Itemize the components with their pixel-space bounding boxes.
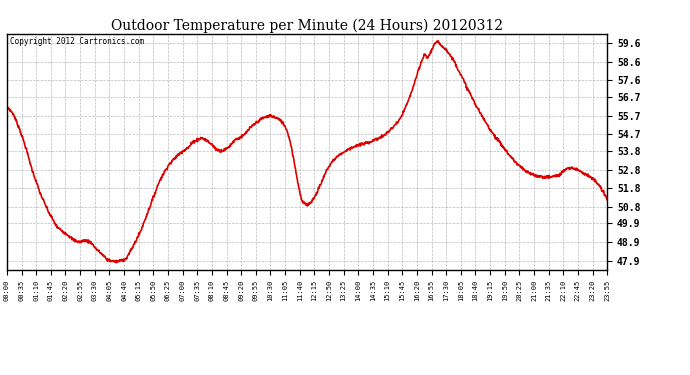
Text: Copyright 2012 Cartronics.com: Copyright 2012 Cartronics.com <box>10 37 144 46</box>
Title: Outdoor Temperature per Minute (24 Hours) 20120312: Outdoor Temperature per Minute (24 Hours… <box>111 18 503 33</box>
